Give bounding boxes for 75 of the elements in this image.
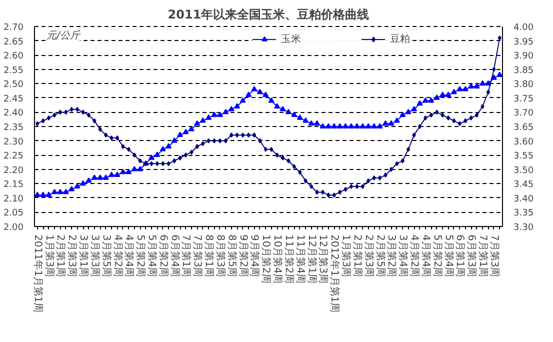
- y2-tick-label: 3.95: [514, 37, 534, 48]
- y2-tick-label: 3.35: [514, 208, 534, 219]
- x-tick-label: 6月第1周: [454, 234, 466, 278]
- x-tick-label: 10月第4周: [272, 234, 284, 284]
- y2-tick-label: 3.55: [514, 152, 534, 162]
- x-tick-label: 3月第4周: [397, 234, 410, 278]
- x-tick-label: 6月第4周: [168, 234, 181, 278]
- y-tick-label: 2.55: [3, 66, 24, 76]
- x-tick-label: 9月第2周: [237, 234, 250, 278]
- x-tick-label: 2011年1月第1周: [32, 234, 44, 313]
- y2-tick-label: 3.50: [514, 166, 534, 176]
- x-tick-label: 2月第3周: [362, 234, 375, 278]
- x-tick-label: 2月第1周: [54, 234, 67, 278]
- x-tick-label: 4月第2周: [408, 234, 421, 278]
- x-tick-label: 1月第3周: [340, 234, 352, 278]
- y2-tick-label: 3.60: [514, 137, 534, 148]
- x-tick-label: 4月第2周: [112, 234, 124, 278]
- x-tick-label: 2012年1月第1周: [328, 234, 341, 313]
- y2-tick-label: 3.45: [514, 180, 534, 190]
- x-tick-label: 2月第1周: [351, 234, 364, 278]
- x-tick-label: 5月第4周: [146, 234, 158, 278]
- x-tick-label: 10月第2周: [260, 234, 272, 284]
- y2-tick-label: 4.00: [514, 23, 534, 33]
- y-tick-label: 2.60: [3, 52, 24, 62]
- x-tick-label: 9月第4周: [248, 234, 261, 278]
- x-tick-label: 8月第1周: [203, 234, 216, 278]
- x-tick-label: 12月第1周: [306, 234, 318, 284]
- y-tick-label: 2.05: [3, 208, 24, 219]
- x-tick-label: 7月第1周: [477, 234, 490, 278]
- y-tick-label: 2.70: [3, 23, 24, 33]
- y-tick-label: 2.35: [3, 123, 24, 133]
- y2-tick-label: 3.85: [514, 66, 534, 76]
- x-tick-label: 2月第3周: [66, 234, 78, 278]
- x-tick-label: 3月第5周: [100, 234, 112, 278]
- x-tick-label: 11月第2周: [282, 234, 295, 284]
- x-tick-label: 3月第3周: [88, 234, 101, 278]
- y-tick-label: 2.65: [3, 37, 24, 48]
- y-tick-label: 2.10: [3, 194, 24, 204]
- x-tick-label: 5月第2周: [134, 234, 147, 278]
- y2-tick-label: 3.65: [514, 123, 534, 133]
- y-tick-label: 2.00: [3, 223, 24, 233]
- legend-label: 豆粕: [390, 33, 410, 46]
- x-tick-label: 7月第1周: [180, 234, 192, 278]
- x-tick-label: 1月第3周: [43, 234, 56, 278]
- x-tick-label: 12月第3周: [317, 234, 330, 284]
- y-tick-label: 2.45: [3, 94, 24, 104]
- x-tick-label: 7月第3周: [488, 234, 500, 278]
- x-tick-label: 8月第5周: [226, 234, 238, 278]
- y-tick-label: 2.20: [3, 166, 24, 176]
- y-axis-title: 元/公斤: [46, 30, 81, 42]
- x-tick-label: 3月第2周: [386, 234, 398, 278]
- y2-tick-label: 3.80: [514, 80, 534, 90]
- y-tick-label: 2.50: [3, 80, 24, 90]
- y-tick-label: 2.15: [3, 180, 24, 190]
- x-tick-label: 2月第5周: [374, 234, 386, 278]
- y-tick-label: 2.25: [3, 152, 24, 162]
- x-tick-label: 5月第2周: [431, 234, 444, 278]
- y2-tick-label: 3.75: [514, 94, 534, 104]
- legend-label: 玉米: [281, 32, 301, 46]
- x-tick-label: 4月第4周: [123, 234, 136, 278]
- x-tick-label: 4月第4周: [420, 234, 432, 278]
- x-tick-label: 7月第3周: [192, 234, 204, 278]
- chart-title: 2011年以来全国玉米、豆粕价格曲线: [168, 8, 370, 22]
- y-tick-label: 2.30: [3, 137, 24, 148]
- y2-tick-label: 3.30: [514, 223, 534, 233]
- x-tick-label: 6月第2周: [157, 234, 170, 278]
- x-tick-label: 8月第3周: [214, 234, 226, 278]
- y2-tick-label: 3.70: [514, 108, 534, 119]
- x-tick-label: 6月第3周: [466, 234, 478, 278]
- x-tick-label: 5月第4周: [442, 234, 455, 278]
- y2-tick-label: 3.90: [514, 52, 534, 62]
- x-tick-label: 11月第4周: [294, 234, 306, 284]
- y-tick-label: 2.40: [3, 108, 24, 119]
- y2-tick-label: 3.40: [514, 194, 534, 204]
- x-tick-label: 3月第1周: [78, 234, 90, 278]
